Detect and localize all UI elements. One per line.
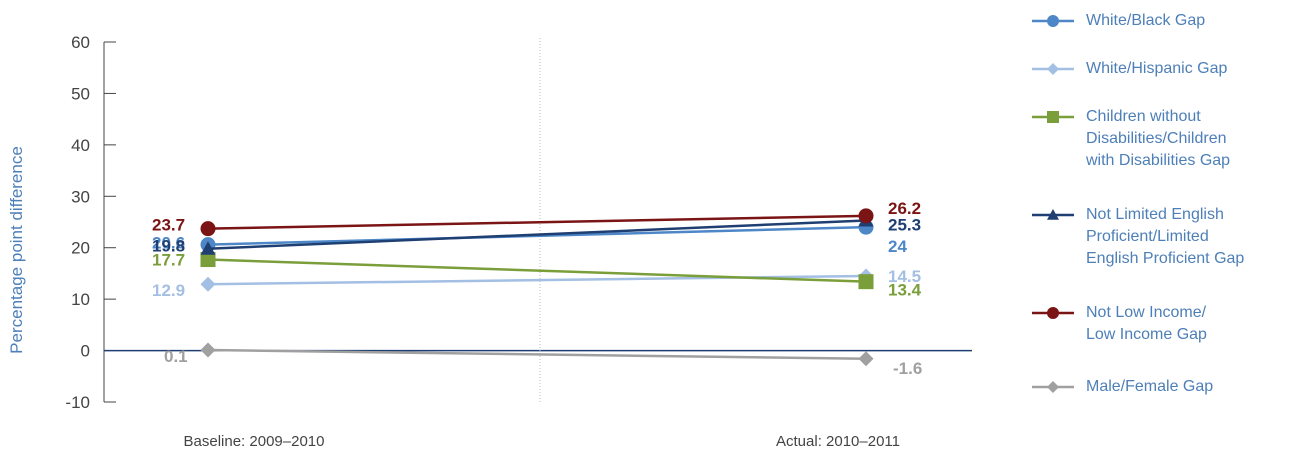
data-point: [200, 276, 216, 292]
legend-swatch: [1032, 307, 1074, 319]
y-tick-label: -10: [65, 393, 90, 412]
legend-swatch: [1032, 209, 1074, 220]
x-category-label: Actual: 2010–2011: [776, 433, 900, 450]
legend-label: White/Black Gap: [1086, 10, 1286, 32]
series-line: [207, 225, 867, 246]
y-tick-label: 40: [71, 136, 90, 155]
series-line: [207, 219, 867, 250]
legend-item: White/Black Gap: [1030, 10, 1286, 32]
legend-swatch: [1032, 15, 1074, 27]
line-chart: -10 0 10 20 30 40 50 60 Percentage point differe…: [7, 33, 972, 450]
legend-label-line: Children without: [1086, 108, 1201, 125]
legend-label: Not Low Income/Low Income Gap: [1086, 302, 1286, 346]
legend-label: Not Limited English Proficient/Limited Eng…: [1086, 204, 1286, 270]
data-label: 20.6: [152, 234, 185, 253]
x-category-label: Baseline: 2009–2010: [184, 433, 325, 450]
data-label: 24: [888, 237, 907, 256]
series-line: [207, 348, 867, 361]
legend-label-line: Not Low Income/: [1086, 304, 1207, 321]
legend-label-line: Disabilities/Children: [1086, 130, 1227, 147]
data-point: [200, 241, 216, 255]
data-label: 26.2: [888, 199, 921, 218]
data-label: 19.8: [152, 237, 185, 256]
legend-label: Male/Female Gap: [1086, 376, 1286, 398]
series-line: [207, 214, 867, 230]
data-label: 12.9: [152, 281, 185, 300]
data-point: [200, 221, 216, 237]
legend-label-line: Not Limited English: [1086, 206, 1224, 223]
series-line: [207, 258, 867, 283]
legend-label-line: with Disabilities Gap: [1086, 152, 1231, 169]
legend-label-line: White/Hispanic Gap: [1086, 60, 1228, 77]
data-label: 14.5: [888, 267, 921, 286]
legend-label: Children without Disabilities/Children wit…: [1086, 106, 1286, 172]
data-label: 17.7: [152, 251, 185, 270]
data-point: [858, 208, 874, 224]
y-tick-label: 30: [71, 187, 90, 206]
legend-label-line: Proficient/Limited: [1086, 228, 1209, 245]
y-tick-label: 10: [71, 290, 90, 309]
y-tick-label: 20: [71, 239, 90, 258]
legend-item: Not Low Income/Low Income Gap: [1030, 302, 1286, 346]
legend-label: White/Hispanic Gap: [1086, 58, 1286, 80]
data-point: [858, 351, 874, 367]
data-label: -1.6: [893, 359, 922, 378]
legend-item: Children without Disabilities/Children wit…: [1030, 106, 1286, 172]
data-label: 13.4: [888, 281, 922, 300]
data-label: 23.7: [152, 216, 185, 235]
data-point: [858, 274, 874, 290]
legend-swatch: [1032, 111, 1074, 123]
data-label: 0.1: [164, 347, 188, 366]
legend-item: Male/Female Gap: [1030, 376, 1286, 398]
legend-swatch: [1032, 63, 1074, 75]
legend-swatch: [1032, 381, 1074, 393]
legend-label-line: Low Income Gap: [1086, 326, 1207, 343]
y-axis-title: Percentage point difference: [7, 146, 26, 354]
legend-label-line: English Proficient Gap: [1086, 250, 1245, 267]
legend-item: Not Limited English Proficient/Limited Eng…: [1030, 204, 1286, 270]
data-point: [200, 252, 216, 268]
data-point: [200, 342, 216, 358]
legend-label-line: Male/Female Gap: [1086, 378, 1214, 395]
y-tick-label: 60: [71, 33, 90, 52]
data-label: 25.3: [888, 215, 921, 234]
y-tick-label: 50: [71, 84, 90, 103]
legend-label-line: White/Black Gap: [1086, 12, 1206, 29]
y-tick-label: 0: [81, 342, 90, 361]
legend-item: White/Hispanic Gap: [1030, 58, 1286, 80]
